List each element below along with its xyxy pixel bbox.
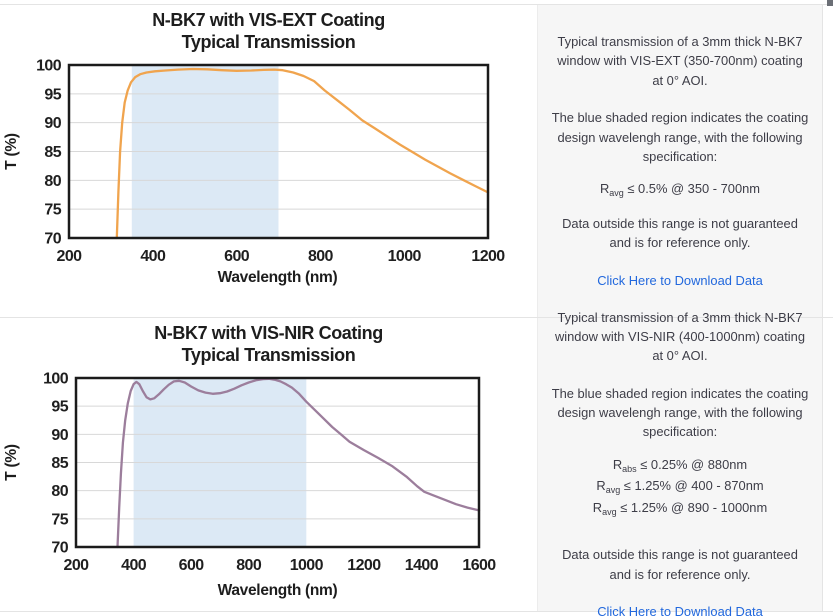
vis-ext-transmission-chart: 200 400 600 800 1000 1200 70 75 80 85 90 95 100 T (%)	[3, 57, 506, 265]
x-tick-label: 1000	[290, 557, 324, 574]
right-gutter	[822, 318, 833, 611]
x-tick-label: 1200	[347, 557, 381, 574]
transmission-curve	[116, 377, 481, 549]
y-tick-label: 70	[51, 539, 68, 556]
x-tick-label: 800	[236, 557, 262, 574]
plot-frame	[67, 63, 490, 240]
coating-comparison-table: N-BK7 with VIS-EXT Coating Typical Trans…	[0, 4, 833, 616]
vis-nir-row: N-BK7 with VIS-NIR Coating Typical Trans…	[0, 310, 833, 616]
x-axis-title: Wavelength (nm)	[217, 268, 338, 286]
panel-intro-text: Typical transmission of a 3mm thick N-BK…	[557, 34, 803, 88]
x-tick-label: 800	[308, 248, 334, 265]
spec-line: Ravg ≤ 0.5% @ 350 - 700nm	[599, 181, 761, 199]
panel-disclaimer: Data outside this range is not guarantee…	[562, 547, 798, 582]
y-tick-label: 80	[51, 483, 68, 500]
vis-nir-chart-cell: N-BK7 with VIS-NIR Coating Typical Trans…	[0, 318, 537, 611]
x-tick-label: 1600	[462, 557, 496, 574]
vis-ext-chart-cell: N-BK7 with VIS-EXT Coating Typical Trans…	[0, 5, 537, 317]
y-tick-label: 95	[51, 399, 68, 416]
y-tick-label: 70	[44, 230, 61, 247]
download-data-link[interactable]: Click Here to Download Data	[597, 604, 763, 616]
y-tick-label: 80	[44, 173, 61, 190]
y-tick-label: 95	[44, 86, 61, 103]
spec-line: Rabs ≤ 0.25% @ 880nm	[612, 456, 748, 474]
panel-shaded-note: The blue shaded region indicates the coa…	[551, 110, 809, 164]
y-tick-label: 85	[44, 144, 61, 161]
y-tick-label: 85	[51, 455, 68, 472]
x-tick-label: 1000	[388, 248, 422, 265]
download-data-link[interactable]: Click Here to Download Data	[597, 272, 763, 288]
plot-frame	[74, 376, 481, 549]
panel-shaded-note: The blue shaded region indicates the coa…	[551, 385, 809, 440]
vis-ext-row: N-BK7 with VIS-EXT Coating Typical Trans…	[0, 5, 833, 317]
y-tick-label: 100	[36, 57, 62, 74]
spec-line: Ravg ≤ 1.25% @ 400 - 870nm	[596, 478, 764, 496]
x-tick-label: 1200	[471, 248, 505, 265]
chart-title: N-BK7 with VIS-NIR Coating Typical Trans…	[0, 323, 537, 367]
x-tick-label: 200	[64, 557, 90, 574]
spec-list: Ravg ≤ 0.5% @ 350 - 700nm	[551, 179, 809, 201]
scrollbar-artifact	[827, 0, 833, 6]
x-axis-title: Wavelength (nm)	[217, 581, 338, 599]
chart-title: N-BK7 with VIS-EXT Coating Typical Trans…	[0, 10, 537, 54]
vis-nir-transmission-chart: 200 400 600 800 1000 1200 1400 1600 70 75 80 85 90 95…	[3, 370, 497, 574]
y-tick-label: 90	[51, 427, 68, 444]
y-axis-title: T (%)	[3, 133, 20, 170]
y-tick-label: 90	[44, 115, 61, 132]
y-tick-label: 75	[44, 202, 61, 219]
right-gutter	[822, 5, 833, 317]
panel-intro-text: Typical transmission of a 3mm thick N-BK…	[554, 309, 806, 364]
chart-title-line2: Typical Transmission	[181, 344, 356, 365]
x-tick-label: 600	[224, 248, 250, 265]
vis-nir-info-panel: Typical transmission of a 3mm thick N-BK…	[537, 310, 822, 616]
y-axis-title: T (%)	[3, 444, 20, 481]
spec-line: Ravg ≤ 1.25% @ 890 - 1000nm	[592, 499, 768, 517]
vis-ext-info-panel: Typical transmission of a 3mm thick N-BK…	[537, 5, 822, 317]
transmission-curve	[115, 67, 490, 240]
spec-list: Rabs ≤ 0.25% @ 880nm Ravg ≤ 1.25% @ 400 -…	[551, 455, 809, 520]
x-tick-label: 1400	[405, 557, 439, 574]
chart-title-line2: Typical Transmission	[181, 31, 356, 52]
chart-title-line1: N-BK7 with VIS-NIR Coating	[154, 323, 383, 343]
x-tick-label: 400	[121, 557, 147, 574]
chart-title-line1: N-BK7 with VIS-EXT Coating	[152, 10, 385, 30]
x-tick-label: 400	[140, 248, 166, 265]
y-tick-label: 75	[51, 511, 68, 528]
panel-disclaimer: Data outside this range is not guarantee…	[562, 215, 798, 251]
x-tick-label: 200	[57, 248, 83, 265]
x-tick-label: 600	[179, 557, 205, 574]
y-tick-label: 100	[43, 370, 69, 387]
